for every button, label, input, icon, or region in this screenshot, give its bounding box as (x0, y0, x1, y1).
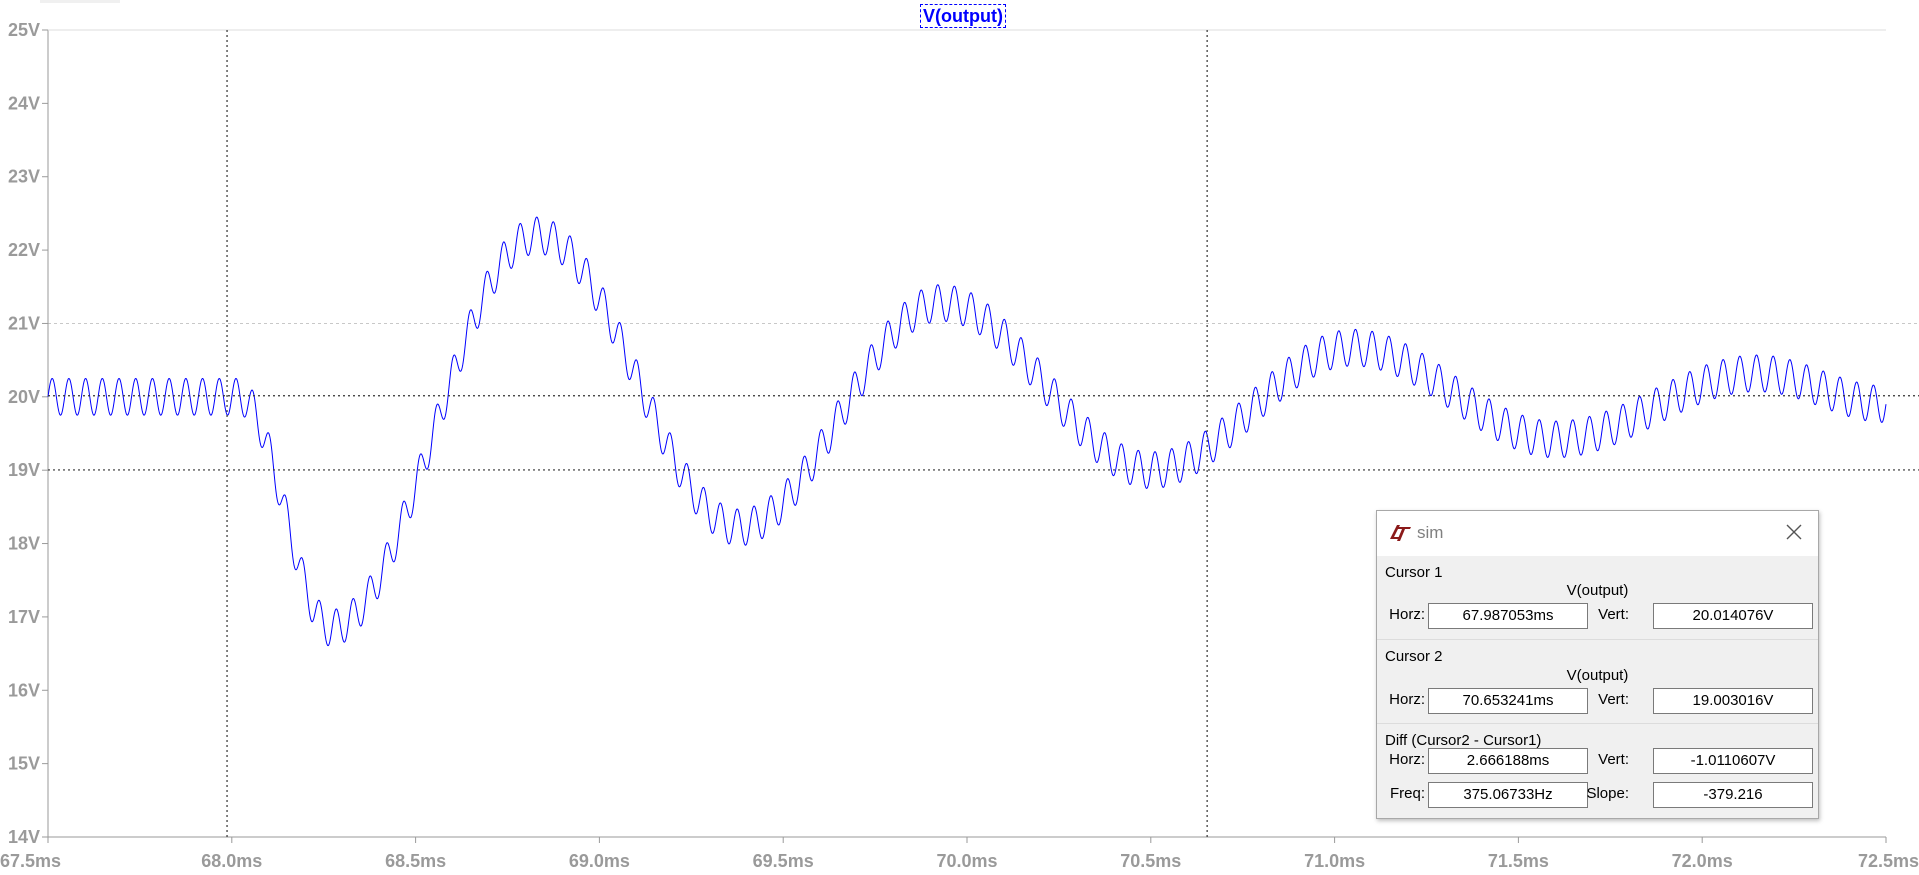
x-tick-label: 70.0ms (936, 851, 997, 871)
cursor1-vert-label: Vert: (1598, 606, 1629, 623)
diff-vert-field[interactable]: -1.0110607V (1653, 748, 1813, 774)
separator (1377, 639, 1818, 640)
cursor2-vert-label: Vert: (1598, 691, 1629, 708)
x-tick-label: 67.5ms (0, 851, 61, 871)
y-tick-label: 17V (8, 607, 40, 627)
cursor1-horz-field[interactable]: 67.987053ms (1428, 603, 1588, 629)
x-tick-label: 72.5ms (1858, 851, 1919, 871)
cursor1-vert-field[interactable]: 20.014076V (1653, 603, 1813, 629)
cursor2-trace: V(output) (1566, 667, 1629, 684)
y-tick-label: 14V (8, 827, 40, 847)
ltspice-logo-icon (1390, 525, 1411, 541)
diff-label: Diff (Cursor2 - Cursor1) (1385, 732, 1542, 749)
diff-horz-field[interactable]: 2.666188ms (1428, 748, 1588, 774)
y-tick-label: 25V (8, 20, 40, 40)
x-tick-label: 71.5ms (1488, 851, 1549, 871)
x-tick-label: 70.5ms (1120, 851, 1181, 871)
y-tick-label: 16V (8, 680, 40, 700)
diff-vert-label: Vert: (1598, 751, 1629, 768)
cursor2-horz-label: Horz: (1389, 691, 1425, 708)
dialog-title: sim (1417, 523, 1444, 542)
x-tick-label: 68.0ms (201, 851, 262, 871)
cursor2-vert-field[interactable]: 19.003016V (1653, 688, 1813, 714)
y-tick-label: 19V (8, 460, 40, 480)
y-tick-label: 23V (8, 167, 40, 187)
y-tick-label: 22V (8, 240, 40, 260)
x-tick-label: 69.5ms (753, 851, 814, 871)
diff-freq-label: Freq: (1389, 785, 1425, 802)
x-tick-label: 69.0ms (569, 851, 630, 871)
close-icon[interactable] (1782, 520, 1806, 544)
cursor2-horz-field[interactable]: 70.653241ms (1428, 688, 1588, 714)
trace-title[interactable]: V(output) (920, 4, 1006, 28)
x-tick-label: 68.5ms (385, 851, 446, 871)
diff-horz-label: Horz: (1389, 751, 1425, 768)
cursor-dialog[interactable]: sim Cursor 1 V(output) Horz: 67.987053ms… (1376, 510, 1819, 819)
y-tick-label: 18V (8, 534, 40, 554)
diff-freq-field[interactable]: 375.06733Hz (1428, 782, 1588, 808)
x-tick-label: 72.0ms (1672, 851, 1733, 871)
separator (1377, 723, 1818, 724)
top-tab-strip (40, 0, 120, 3)
cursor1-horz-label: Horz: (1389, 606, 1425, 623)
y-tick-label: 20V (8, 387, 40, 407)
dialog-titlebar[interactable]: sim (1377, 511, 1818, 556)
diff-slope-label: Slope: (1586, 785, 1629, 802)
diff-slope-field[interactable]: -379.216 (1653, 782, 1813, 808)
cursor2-label: Cursor 2 (1385, 648, 1443, 665)
x-tick-label: 71.0ms (1304, 851, 1365, 871)
y-tick-label: 24V (8, 93, 40, 113)
y-tick-label: 21V (8, 313, 40, 333)
waveform-trace[interactable] (47, 216, 1887, 647)
cursor1-trace: V(output) (1566, 582, 1629, 599)
cursor1-label: Cursor 1 (1385, 564, 1443, 581)
y-tick-label: 15V (8, 754, 40, 774)
